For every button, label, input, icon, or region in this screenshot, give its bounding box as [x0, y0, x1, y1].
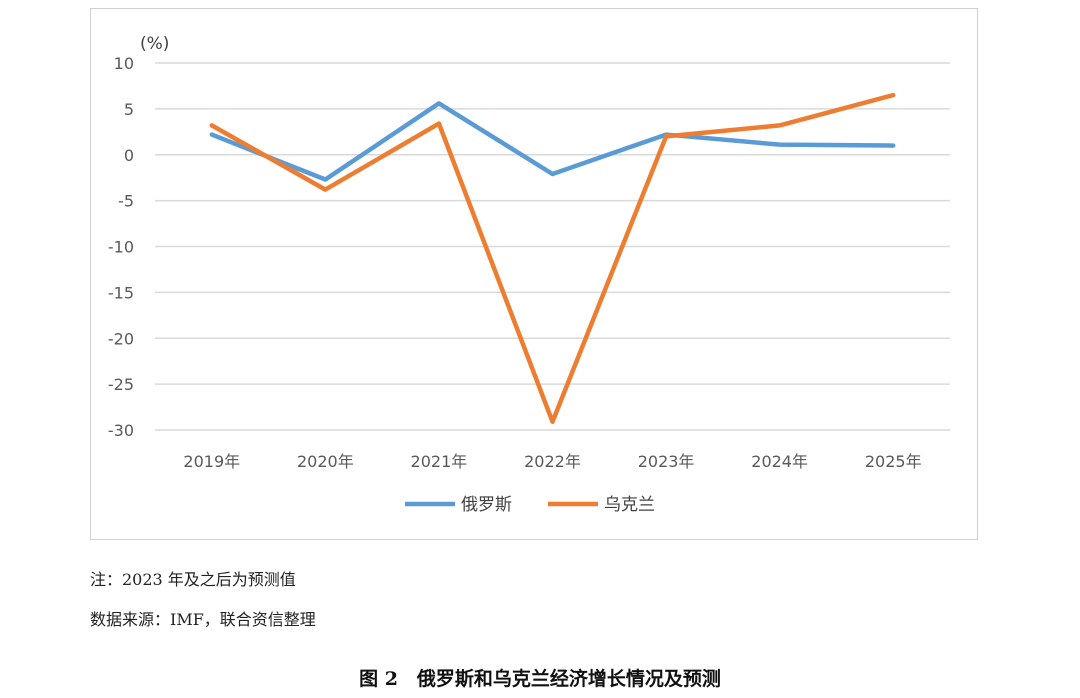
note-text: 注：2023 年及之后为预测值 — [90, 570, 296, 589]
y-tick-label: 0 — [124, 146, 134, 165]
x-tick-label: 2019年 — [183, 452, 240, 471]
y-tick-label: 5 — [124, 100, 134, 119]
figure-caption: 图 2 俄罗斯和乌克兰经济增长情况及预测 — [359, 668, 721, 690]
x-tick-label: 2023年 — [638, 452, 695, 471]
y-tick-label: -30 — [108, 421, 134, 440]
x-tick-label: 2025年 — [865, 452, 922, 471]
y-tick-label: -20 — [108, 329, 134, 348]
x-tick-label: 2022年 — [524, 452, 581, 471]
y-tick-label: -25 — [108, 375, 134, 394]
y-tick-label: -15 — [108, 283, 134, 302]
x-tick-label: 2024年 — [751, 452, 808, 471]
chart-frame — [90, 8, 978, 540]
legend-label: 乌克兰 — [604, 495, 655, 515]
y-tick-label: -5 — [118, 192, 134, 211]
y-axis-label: (%) — [140, 34, 169, 54]
y-tick-label: -10 — [108, 238, 134, 257]
source-text: 数据来源：IMF，联合资信整理 — [90, 610, 316, 629]
line-chart: 10 5 0 -5 -10 -15 -20 -25 -30 (%) 2019年 2020年 2021年 2… — [108, 34, 950, 515]
series-line-0 — [209, 101, 896, 182]
x-tick-label: 2020年 — [297, 452, 354, 471]
x-tick-label: 2021年 — [411, 452, 468, 471]
legend-label: 俄罗斯 — [461, 495, 512, 515]
y-tick-label: 10 — [114, 54, 134, 73]
